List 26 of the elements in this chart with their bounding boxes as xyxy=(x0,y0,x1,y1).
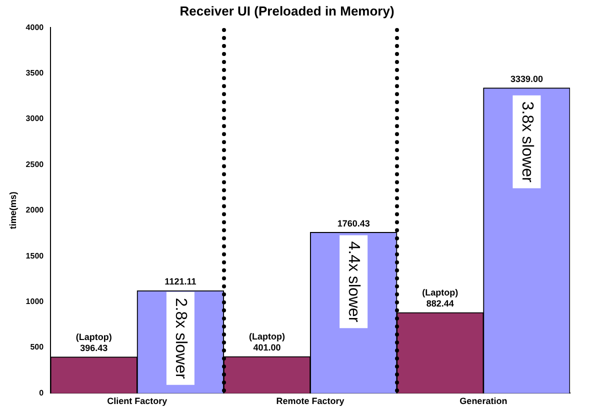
y-tick-label: 0 xyxy=(39,388,44,398)
annotation: 4.4x slower xyxy=(345,241,362,323)
data-label: 3339.00 xyxy=(510,74,543,84)
annotation: 2.8x slower xyxy=(172,298,190,380)
x-tick-label: Generation xyxy=(460,396,508,406)
data-label: 401.00 xyxy=(253,342,281,353)
data-label: 882.44 xyxy=(426,298,454,309)
y-tick-label: 4000 xyxy=(26,22,44,32)
y-tick-label: 2000 xyxy=(26,206,44,215)
annotation: 3.8x slower xyxy=(518,101,536,183)
y-tick-label: 500 xyxy=(30,342,44,352)
data-label: 1760.43 xyxy=(337,218,370,228)
chart-title: Receiver UI (Preloaded in Memory) xyxy=(180,3,394,18)
y-tick-label: 1500 xyxy=(26,251,44,260)
data-label: 1121.11 xyxy=(164,276,196,287)
y-tick-label: 3500 xyxy=(26,68,44,78)
x-tick-label: Client Factory xyxy=(107,396,168,406)
text: (Laptop) xyxy=(249,332,286,342)
x-tick-label: Remote Factory xyxy=(276,396,344,406)
y-tick-label: 2500 xyxy=(26,160,44,169)
text: (Laptop) xyxy=(422,288,458,298)
y-tick-label: 1000 xyxy=(26,297,44,306)
y-axis-title: time(ms) xyxy=(8,192,18,230)
data-label: 396.43 xyxy=(80,342,108,353)
y-tick-label: 3000 xyxy=(26,114,44,124)
series-label: (Laptop) xyxy=(76,332,112,342)
